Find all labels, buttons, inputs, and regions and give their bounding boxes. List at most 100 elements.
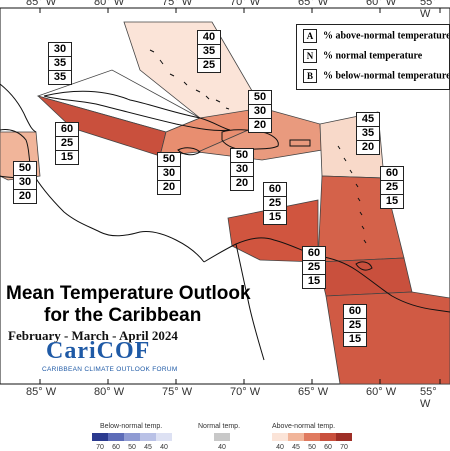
prob-normal: 35 <box>198 45 220 59</box>
prob-box-jamaica: 50 30 20 <box>157 152 181 195</box>
colorbar-tick-above: 60 <box>324 444 332 451</box>
caricof-subtitle: CARIBBEAN CLIMATE OUTLOOK FORUM <box>42 366 178 373</box>
lon-label-top: 70° W <box>230 0 261 8</box>
prob-below: 35 <box>53 71 67 83</box>
prob-above: 60 <box>303 247 325 261</box>
prob-below: 15 <box>348 333 362 345</box>
lon-label-bottom: 55° W <box>420 386 437 410</box>
prob-box-belize: 50 30 20 <box>13 161 37 204</box>
colorbar-swatch-above <box>320 433 336 441</box>
lon-label-bottom: 85° W <box>26 386 57 398</box>
prob-normal: 25 <box>381 181 403 195</box>
colorbar-tick-below: 40 <box>160 444 168 451</box>
lon-label-top: 60° W <box>366 0 397 8</box>
region-trinidad <box>317 257 413 297</box>
prob-box-leeward: 45 35 20 <box>356 112 380 155</box>
prob-above: 50 <box>231 149 253 163</box>
forecast-period: February - March - April 2024 <box>8 328 178 343</box>
lon-label-top: 80° W <box>94 0 125 8</box>
prob-above: 50 <box>249 91 271 105</box>
prob-below: 25 <box>202 59 216 71</box>
caricof-logo: CariCOF <box>46 338 151 364</box>
key-row-normal: N % normal temperature <box>303 49 422 63</box>
colorbar-tick-above: 50 <box>308 444 316 451</box>
lon-label-top: 55° W <box>420 0 437 20</box>
prob-above: 60 <box>264 183 286 197</box>
colorbar-tick-below: 50 <box>128 444 136 451</box>
prob-below: 20 <box>235 177 249 189</box>
map-title-line2: for the Caribbean <box>44 305 202 326</box>
key-text: % normal temperature <box>323 50 423 62</box>
prob-above: 60 <box>56 123 78 137</box>
colorbar-above-label: Above-normal temp. <box>272 423 336 430</box>
prob-normal: 25 <box>303 261 325 275</box>
prob-below: 15 <box>385 195 399 207</box>
prob-below: 15 <box>307 275 321 287</box>
prob-above: 60 <box>381 167 403 181</box>
colorbar-swatch-above <box>288 433 304 441</box>
lon-label-bottom: 75° W <box>162 386 193 398</box>
longitude-ticks <box>39 8 441 384</box>
prob-normal: 25 <box>264 197 286 211</box>
lon-label-top: 85° W <box>26 0 57 8</box>
key-letter: B <box>303 69 317 83</box>
prob-normal: 30 <box>249 105 271 119</box>
prob-normal: 25 <box>344 319 366 333</box>
key-text: % below-normal temperature <box>323 70 450 82</box>
colorbar-tick-below: 45 <box>144 444 152 451</box>
lon-label-top: 75° W <box>162 0 193 8</box>
colorbar-tick-above: 45 <box>292 444 300 451</box>
colorbar-tick-below: 70 <box>96 444 104 451</box>
prob-box-cuba-cayman: 60 25 15 <box>55 122 79 165</box>
key-row-above: A % above-normal temperature <box>303 29 450 43</box>
lon-label-bottom: 70° W <box>230 386 261 398</box>
prob-below: 15 <box>268 211 282 223</box>
colorbar-tick-above: 40 <box>276 444 284 451</box>
colorbar-swatch-below <box>156 433 172 441</box>
colorbar-swatch-normal <box>214 433 230 441</box>
prob-box-hispaniola: 50 30 20 <box>230 148 254 191</box>
prob-above: 60 <box>344 305 366 319</box>
colorbar-tick-above: 70 <box>340 444 348 451</box>
prob-box-cuba-west: 30 35 35 <box>48 42 72 85</box>
colorbar-swatch-below <box>124 433 140 441</box>
prob-normal: 30 <box>231 163 253 177</box>
lon-label-bottom: 65° W <box>298 386 329 398</box>
prob-below: 20 <box>253 119 267 131</box>
colorbar-swatch-above <box>304 433 320 441</box>
probability-key: A % above-normal temperature N % normal te… <box>296 24 450 90</box>
prob-above: 30 <box>49 43 71 57</box>
colorbar-normal-label: Normal temp. <box>198 423 241 430</box>
prob-box-guianas: 60 25 15 <box>343 304 367 347</box>
prob-below: 20 <box>361 141 375 153</box>
prob-below: 15 <box>60 151 74 163</box>
key-text: % above-normal temperature <box>323 30 450 42</box>
key-row-below: B % below-normal temperature <box>303 69 450 83</box>
colorbar-swatch-below <box>92 433 108 441</box>
prob-below: 20 <box>18 190 32 202</box>
colorbar-swatch-below <box>108 433 124 441</box>
map-title: Mean Temperature Outlook <box>6 283 251 304</box>
colorbar-tick-below: 60 <box>112 444 120 451</box>
prob-normal: 30 <box>158 167 180 181</box>
prob-box-windward: 60 25 15 <box>380 166 404 209</box>
region-abc <box>227 199 319 263</box>
prob-normal: 25 <box>56 137 78 151</box>
lon-label-top: 65° W <box>298 0 329 8</box>
prob-box-abc: 60 25 15 <box>263 182 287 225</box>
prob-below: 20 <box>162 181 176 193</box>
prob-box-trinidad: 60 25 15 <box>302 246 326 289</box>
key-letter: A <box>303 29 317 43</box>
prob-normal: 30 <box>14 176 36 190</box>
key-letter: N <box>303 49 317 63</box>
prob-box-bahamas: 40 35 25 <box>197 30 221 73</box>
lon-label-bottom: 80° W <box>94 386 125 398</box>
prob-above: 40 <box>198 31 220 45</box>
colorbar-swatch-above <box>336 433 352 441</box>
lon-label-bottom: 60° W <box>366 386 397 398</box>
colorbar-swatch-above <box>272 433 288 441</box>
prob-box-turks: 50 30 20 <box>248 90 272 133</box>
prob-above: 50 <box>14 162 36 176</box>
prob-normal: 35 <box>357 127 379 141</box>
colorbar-tick-normal: 40 <box>218 444 226 451</box>
